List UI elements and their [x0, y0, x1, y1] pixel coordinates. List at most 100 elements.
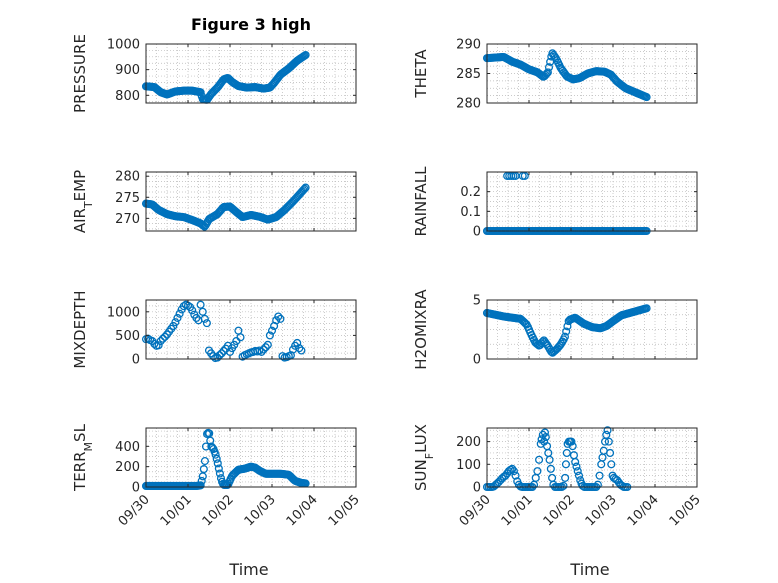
data-point: [536, 70, 546, 80]
data-point: [160, 332, 169, 341]
data-point: [607, 460, 616, 469]
data-point: [562, 448, 571, 458]
subplot-rainfall: 0 0.1 0.2 RAINFALL: [412, 166, 698, 240]
axis-ticks: [486, 172, 698, 232]
y-tick-label: 1000: [107, 38, 140, 53]
data-point: [197, 476, 206, 486]
data-point: [301, 183, 310, 192]
data-point: [535, 455, 544, 464]
series-markers: [141, 428, 310, 491]
y-tick-label: 0.1: [460, 205, 481, 220]
series-markers: [141, 300, 306, 363]
data-point: [211, 450, 220, 459]
data-point: [533, 467, 542, 476]
data-point: [568, 442, 577, 451]
axes-frame: [486, 299, 698, 360]
data-point: [208, 443, 217, 452]
y-axis-label: PRESSURE: [71, 34, 89, 113]
data-point: [559, 481, 568, 490]
data-point: [257, 347, 266, 356]
data-point: [537, 435, 546, 444]
data-point: [299, 186, 308, 195]
data-point: [173, 313, 182, 322]
data-point: [156, 337, 165, 346]
data-point: [200, 457, 209, 466]
data-point: [301, 50, 310, 60]
axis-ticks: [145, 172, 357, 231]
series-markers: [482, 304, 651, 357]
data-point: [202, 319, 211, 328]
y-tick-label: 275: [115, 191, 140, 206]
data-point: [606, 448, 615, 458]
y-tick-label: 5: [473, 294, 481, 309]
data-point: [297, 346, 306, 355]
data-point: [642, 304, 651, 313]
data-point: [562, 327, 571, 336]
y-tick-label: 270: [115, 212, 140, 227]
axis-ticks: [486, 428, 698, 488]
axes-frame: [486, 427, 698, 488]
axes-frame: [145, 299, 357, 360]
data-point: [520, 171, 529, 180]
data-point: [544, 63, 554, 72]
data-point: [561, 460, 571, 469]
data-point: [154, 341, 163, 350]
y-tick-label: 0: [132, 353, 140, 368]
data-point: [540, 428, 550, 437]
y-axis-label: MIXDEPTH: [71, 290, 89, 368]
data-point: [215, 469, 224, 478]
data-point: [511, 471, 520, 480]
data-point: [541, 433, 550, 442]
data-point: [236, 333, 245, 342]
data-point: [602, 430, 611, 439]
axis-ticks: [486, 43, 698, 104]
data-point: [150, 339, 159, 348]
data-point: [642, 93, 651, 102]
data-point: [293, 338, 302, 348]
y-tick-label: 285: [456, 67, 481, 82]
data-point: [276, 314, 285, 323]
x-axis-label: Time: [228, 560, 268, 579]
data-point: [541, 70, 550, 79]
axis-ticks: [145, 300, 357, 360]
y-tick-label: 0: [473, 481, 481, 496]
data-point: [573, 467, 582, 476]
y-tick-label: 500: [115, 329, 140, 344]
data-point: [206, 436, 215, 445]
data-point: [604, 437, 613, 446]
data-point: [509, 467, 518, 476]
y-tick-label: 290: [456, 38, 481, 53]
data-point: [171, 318, 180, 327]
y-tick-label: 400: [115, 440, 140, 455]
data-point: [574, 471, 584, 480]
y-tick-label: 280: [456, 97, 481, 112]
y-tick-label: 0: [473, 353, 481, 368]
data-point: [546, 464, 555, 473]
y-tick-label: 0: [473, 225, 481, 240]
axis-ticks: [486, 299, 698, 360]
data-point: [198, 220, 207, 229]
y-tick-label: 200: [456, 435, 481, 450]
subplot-theta: 280 285 290 THETA: [412, 38, 698, 112]
data-point: [213, 353, 222, 362]
y-tick-label: 100: [456, 458, 481, 473]
data-point: [560, 332, 569, 341]
data-point: [255, 346, 264, 355]
y-tick-label: 0: [132, 481, 140, 496]
data-point: [259, 345, 268, 354]
y-tick-label: 280: [115, 170, 140, 185]
data-point: [508, 464, 517, 473]
y-axis-label: AIRTEMP: [71, 170, 95, 233]
data-point: [158, 334, 167, 343]
y-tick-label: 1000: [107, 305, 140, 320]
data-point: [261, 343, 270, 352]
data-point: [561, 473, 570, 482]
axis-ticks: [145, 43, 357, 103]
axes-background: [146, 428, 356, 487]
data-point: [188, 306, 197, 315]
data-point: [212, 454, 221, 463]
axes-frame: [145, 427, 357, 488]
